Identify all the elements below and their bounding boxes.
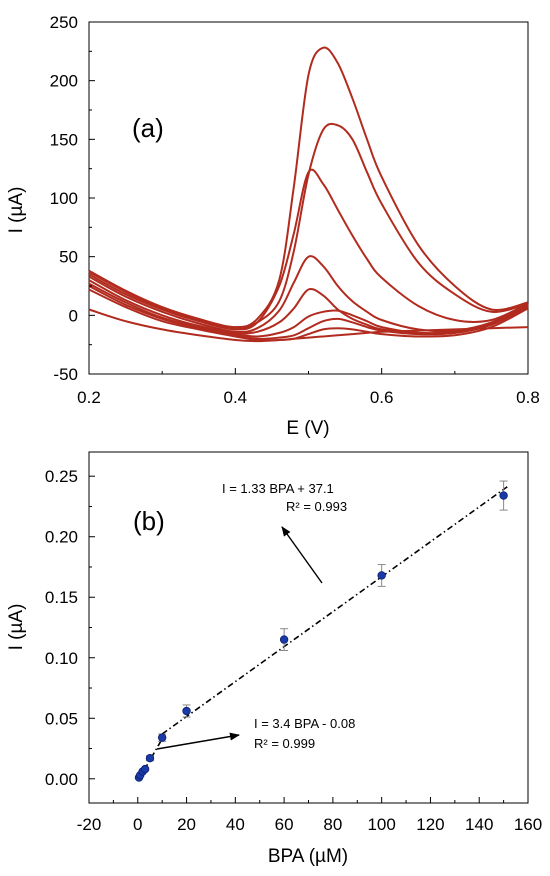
panel-a-voltammogram: 0.2 0.4 0.6 0.8 -50 0 50 100 150 200 250 (a) E (V… <box>6 13 540 439</box>
panel-b-x-tick-label: 140 <box>465 815 493 834</box>
panel-a-x-tick-label: 0.8 <box>516 388 540 407</box>
panel-a-y-axis-label: I (µA) <box>6 187 27 234</box>
panel-a-x-tick-label: 0.2 <box>77 388 101 407</box>
panel-a-y-tick-label: 200 <box>50 72 78 91</box>
panel-b-x-tick-label: 120 <box>416 815 444 834</box>
voltammogram-curve-8 <box>88 122 529 330</box>
panel-a-x-axis-label: E (V) <box>286 418 329 439</box>
fit-upper-r2: R² = 0.993 <box>286 499 347 514</box>
voltammogram-curve-2 <box>88 288 529 342</box>
fit-upper-equation: I = 1.33 BPA + 37.1 <box>222 481 334 496</box>
panel-b-y-tick-label: 0.00 <box>45 770 78 789</box>
fit-lower-arrow <box>156 732 240 750</box>
panel-a-curves <box>88 46 529 343</box>
panel-a-y-tick-label: 50 <box>59 248 78 267</box>
voltammogram-curve-3 <box>88 285 529 340</box>
data-point <box>279 635 289 644</box>
voltammogram-curve-7 <box>88 168 529 331</box>
data-point <box>140 764 150 774</box>
voltammogram-curve-6 <box>88 255 529 334</box>
panel-b-x-tick-label: 100 <box>367 815 395 834</box>
panel-b-x-tick-label: 40 <box>226 815 245 834</box>
data-point <box>377 571 386 580</box>
panel-a-label: (a) <box>132 113 164 143</box>
panel-a-x-tick-label: 0.6 <box>370 388 394 407</box>
panel-b-fit-lines <box>137 485 509 782</box>
voltammogram-curve-9 <box>88 46 529 329</box>
panel-b-x-tick-label: -20 <box>77 815 102 834</box>
panel-a-x-tick-label: 0.4 <box>224 388 248 407</box>
panel-b-x-ticks: -20 0 20 40 60 80 100 120 140 160 <box>77 797 542 834</box>
data-point <box>182 706 191 716</box>
fit-line-2 <box>161 485 509 735</box>
panel-b-x-tick-label: 0 <box>133 815 142 834</box>
panel-b-points <box>134 491 508 782</box>
panel-b-x-tick-label: 60 <box>275 815 294 834</box>
panel-b-y-axis-label: I (µA) <box>6 604 27 651</box>
panel-b-x-tick-label: 20 <box>177 815 196 834</box>
voltammogram-curve-5 <box>88 279 529 335</box>
data-point <box>499 491 508 500</box>
data-point <box>145 754 155 763</box>
panel-a-y-tick-label: -50 <box>53 365 78 384</box>
panel-b-y-tick-label: 0.20 <box>45 528 78 547</box>
panel-b-x-tick-label: 160 <box>514 815 542 834</box>
panel-a-y-tick-label: 250 <box>50 13 78 32</box>
panel-b-calibration: -20 0 20 40 60 80 100 120 140 160 0.00 0.05 0.10 0.1… <box>6 451 542 867</box>
panel-a-y-ticks: -50 0 50 100 150 200 250 <box>50 13 95 384</box>
panel-a-y-tick-label: 150 <box>50 130 78 149</box>
panel-b-x-tick-label: 80 <box>323 815 342 834</box>
panel-b-y-tick-label: 0.25 <box>45 467 78 486</box>
panel-b-y-ticks: 0.00 0.05 0.10 0.15 0.20 0.25 <box>45 467 95 789</box>
panel-b-x-axis-label: BPA (µM) <box>268 846 348 867</box>
panel-a-y-tick-label: 0 <box>69 306 78 325</box>
panel-b-y-tick-label: 0.15 <box>45 588 78 607</box>
panel-b-y-tick-label: 0.05 <box>45 709 78 728</box>
panel-a-y-tick-label: 100 <box>50 189 78 208</box>
data-point <box>157 733 167 742</box>
fit-line-1 <box>137 738 163 782</box>
fit-lower-r2: R² = 0.999 <box>254 736 315 751</box>
fit-lower-equation: I = 3.4 BPA - 0.08 <box>254 716 355 731</box>
panel-a-x-ticks: 0.2 0.4 0.6 0.8 <box>77 368 540 407</box>
fit-upper-arrow <box>281 526 323 584</box>
panel-b-label: (b) <box>133 506 165 536</box>
panel-b-y-tick-label: 0.10 <box>45 649 78 668</box>
